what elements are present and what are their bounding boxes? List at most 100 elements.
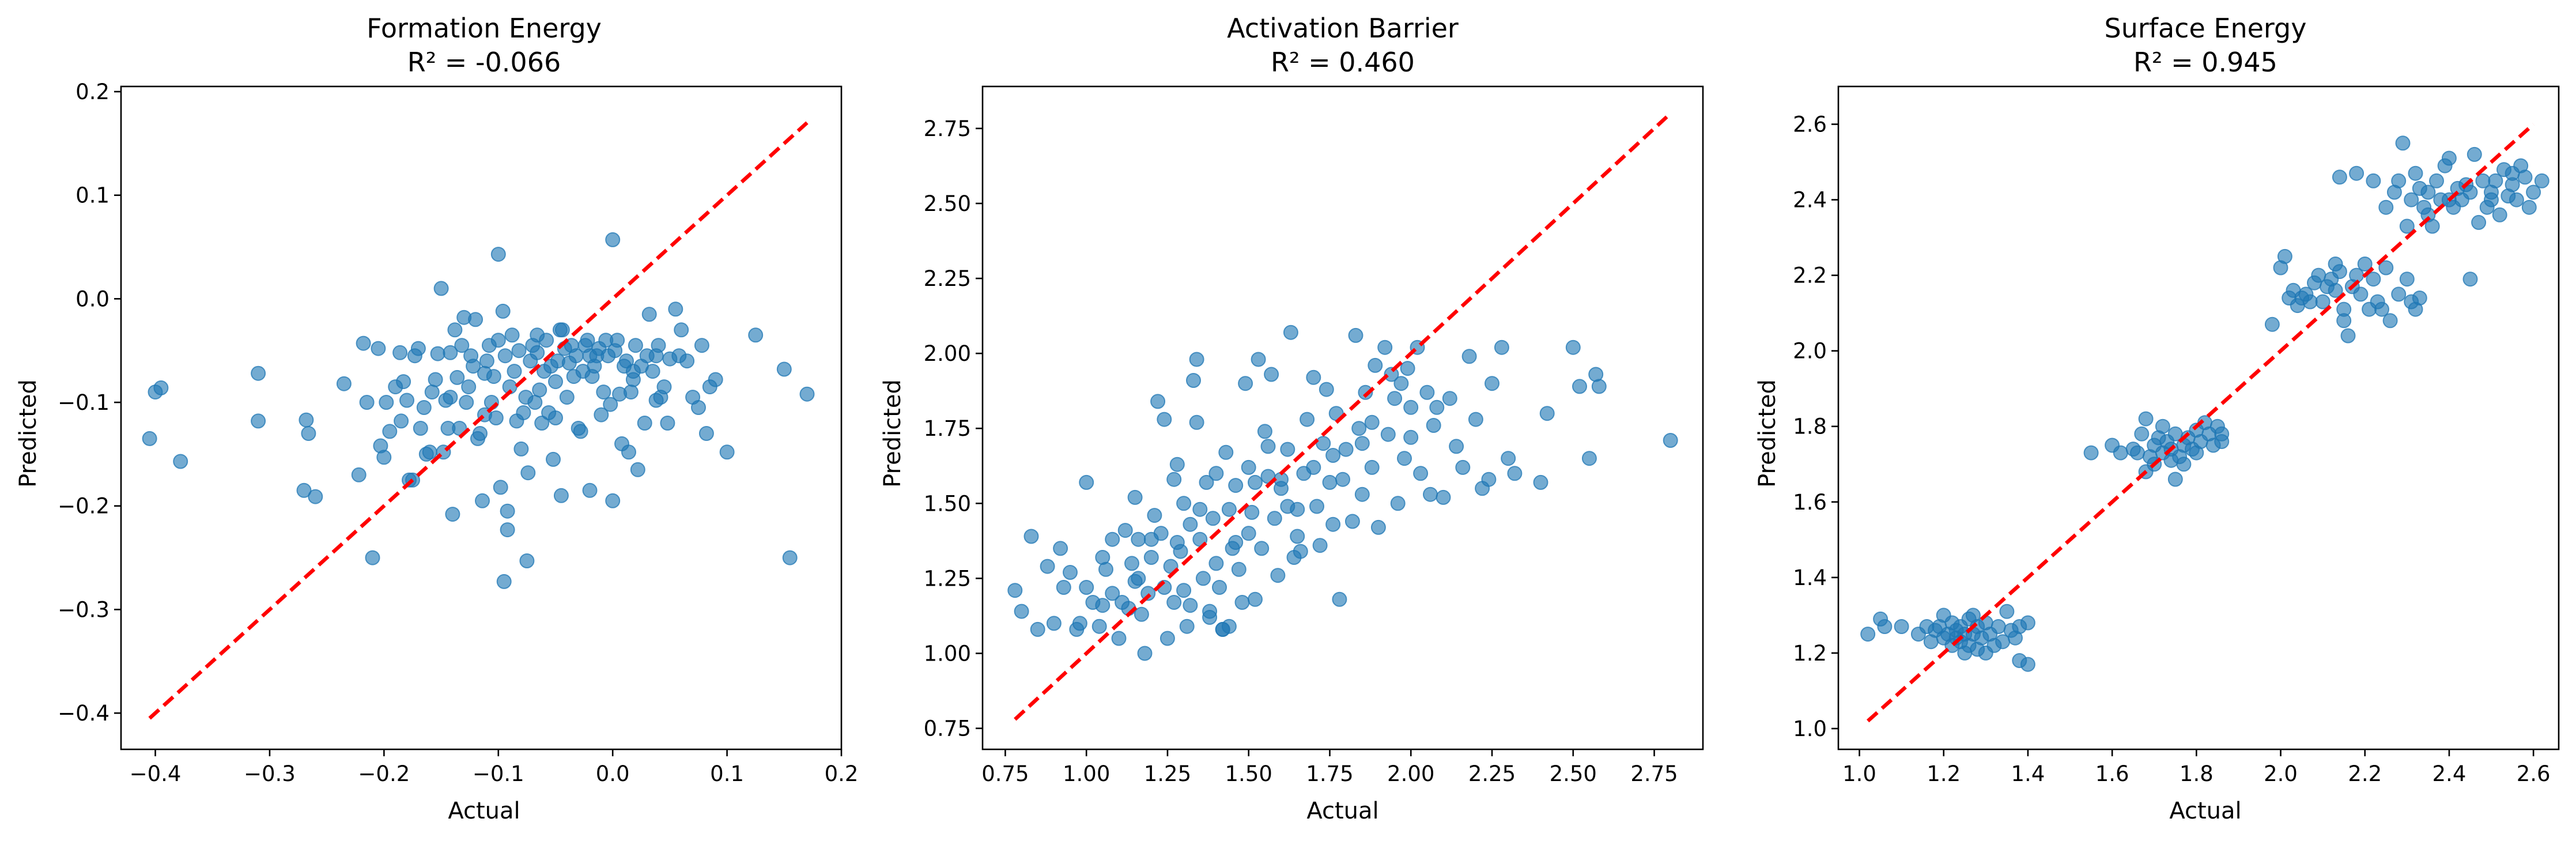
data-point bbox=[1205, 511, 1221, 526]
data-point bbox=[1231, 561, 1247, 577]
data-point bbox=[490, 247, 506, 262]
data-point bbox=[582, 348, 598, 364]
data-point bbox=[1267, 511, 1282, 526]
y-tick-label: 1.8 bbox=[1793, 414, 1827, 439]
reference-line bbox=[1867, 123, 2535, 723]
data-point bbox=[1251, 352, 1266, 367]
axes-frame bbox=[981, 85, 1704, 751]
y-axis-label: Predicted bbox=[15, 379, 41, 488]
y-tick-label: −0.2 bbox=[58, 494, 109, 519]
data-point bbox=[605, 232, 621, 247]
data-point bbox=[619, 353, 634, 369]
data-point bbox=[473, 426, 488, 441]
data-point bbox=[443, 390, 458, 405]
data-point bbox=[656, 379, 672, 395]
data-point bbox=[534, 416, 550, 431]
data-point bbox=[1270, 568, 1286, 583]
data-point bbox=[1325, 516, 1341, 532]
data-point bbox=[1403, 429, 1419, 445]
data-point bbox=[1426, 418, 1441, 433]
data-point bbox=[2399, 271, 2415, 287]
data-point bbox=[2467, 146, 2482, 162]
data-point bbox=[454, 338, 470, 353]
data-point bbox=[2429, 173, 2444, 188]
data-point bbox=[351, 467, 367, 482]
data-point bbox=[1192, 501, 1208, 517]
data-point bbox=[2521, 199, 2537, 215]
data-point bbox=[1860, 627, 1876, 642]
data-point bbox=[1338, 442, 1354, 457]
data-point bbox=[546, 451, 561, 467]
data-point bbox=[1358, 384, 1373, 400]
data-point bbox=[1238, 376, 1253, 391]
data-point bbox=[708, 372, 723, 387]
data-point bbox=[1234, 595, 1250, 610]
data-point bbox=[580, 333, 595, 348]
data-point bbox=[691, 400, 706, 415]
data-point bbox=[1306, 369, 1321, 385]
data-point bbox=[1098, 561, 1113, 577]
data-point bbox=[416, 400, 432, 415]
data-point bbox=[1228, 478, 1244, 493]
y-tick-label: 1.0 bbox=[1793, 716, 1827, 741]
data-point bbox=[605, 493, 621, 508]
data-point bbox=[1354, 436, 1370, 451]
data-point bbox=[2315, 294, 2331, 310]
data-point bbox=[2378, 260, 2394, 276]
data-point bbox=[637, 416, 652, 431]
data-point bbox=[1183, 598, 1198, 613]
data-point bbox=[1393, 376, 1409, 391]
y-axis-label: Predicted bbox=[879, 379, 906, 488]
data-point bbox=[2138, 411, 2154, 427]
data-point bbox=[336, 376, 352, 391]
x-tick-label: 0.2 bbox=[825, 761, 859, 786]
y-tick-label: −0.1 bbox=[58, 390, 109, 415]
x-tick-label: 1.25 bbox=[1144, 761, 1191, 786]
data-point bbox=[500, 503, 515, 519]
data-point bbox=[2378, 199, 2394, 215]
data-point bbox=[1131, 531, 1146, 547]
y-tick-label: 1.00 bbox=[924, 641, 971, 666]
data-point bbox=[1364, 414, 1380, 430]
data-point bbox=[573, 424, 588, 439]
data-point bbox=[641, 307, 657, 322]
data-point bbox=[251, 413, 266, 429]
data-point bbox=[2391, 286, 2407, 302]
y-tick-label: −0.3 bbox=[58, 597, 109, 622]
y-tick-label: −0.4 bbox=[58, 701, 109, 726]
data-point bbox=[1978, 645, 1993, 661]
x-tick-label: 1.2 bbox=[1927, 761, 1961, 786]
data-point bbox=[1134, 606, 1149, 622]
data-point bbox=[2420, 207, 2436, 222]
data-point bbox=[1127, 574, 1143, 589]
x-tick-label: −0.2 bbox=[358, 761, 410, 786]
data-point bbox=[1348, 327, 1363, 343]
data-point bbox=[1316, 436, 1331, 451]
data-point bbox=[2336, 313, 2352, 329]
data-point bbox=[299, 412, 314, 428]
data-point bbox=[511, 343, 527, 359]
data-point bbox=[424, 384, 440, 400]
data-point bbox=[1063, 565, 1078, 580]
data-point bbox=[433, 281, 449, 296]
data-point bbox=[679, 353, 695, 369]
data-point bbox=[1248, 474, 1263, 490]
data-point bbox=[621, 444, 636, 460]
data-point bbox=[1189, 352, 1204, 367]
data-point bbox=[2176, 457, 2192, 472]
data-point bbox=[2302, 294, 2318, 310]
x-axis-label: Actual bbox=[2169, 798, 2241, 824]
data-point bbox=[648, 393, 664, 408]
y-tick-label: 1.50 bbox=[924, 491, 971, 516]
x-tick-label: −0.4 bbox=[130, 761, 182, 786]
data-point bbox=[1485, 376, 1499, 391]
data-point bbox=[1124, 556, 1139, 571]
data-point bbox=[308, 489, 323, 504]
data-point bbox=[1179, 619, 1195, 634]
y-tick-label: 2.6 bbox=[1793, 112, 1827, 137]
data-point bbox=[2408, 165, 2423, 181]
data-point bbox=[1260, 439, 1276, 454]
data-point bbox=[1176, 496, 1192, 511]
data-point bbox=[1290, 529, 1305, 544]
data-point bbox=[596, 384, 611, 400]
